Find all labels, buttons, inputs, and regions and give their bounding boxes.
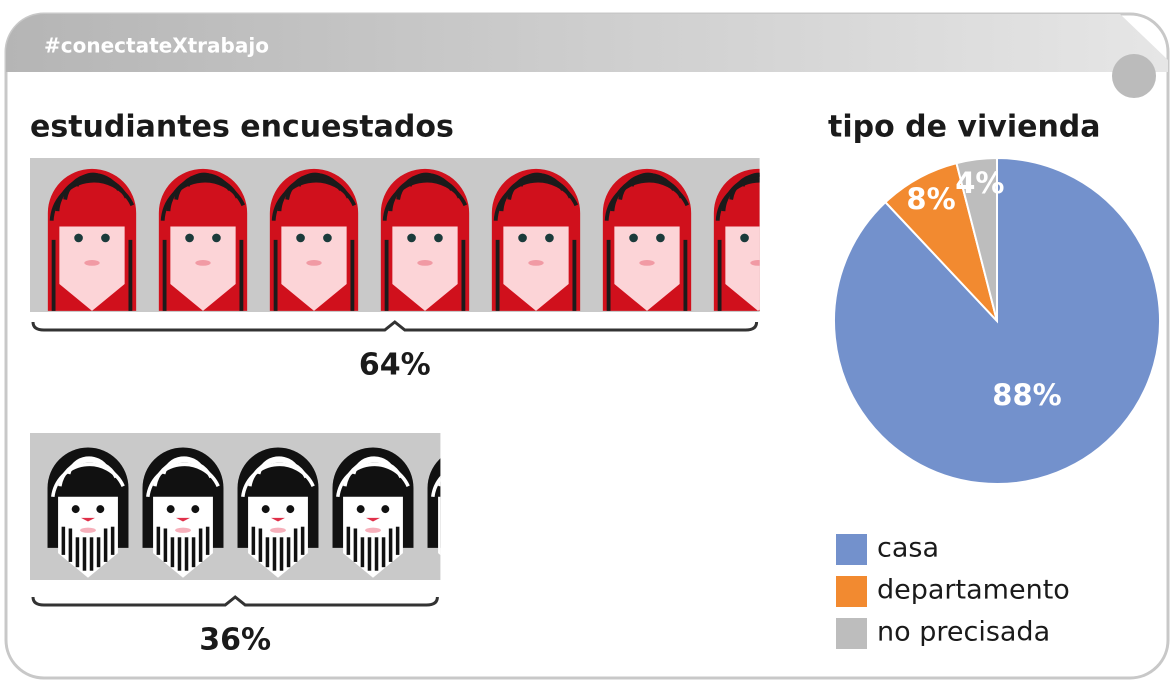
chart-title: tipo de vivienda [828, 110, 1101, 145]
person-icon [45, 166, 139, 312]
person-icon [267, 166, 361, 312]
chart-title: estudiantes encuestados [30, 110, 454, 145]
slice-label: 4% [955, 166, 1004, 200]
value-label: 64% [359, 348, 431, 383]
pie-slice [955, 156, 998, 322]
value-label: 36% [199, 623, 271, 658]
person-icon [600, 166, 694, 312]
person-icon [156, 166, 250, 312]
person-icon [489, 166, 583, 312]
legend-label: no precisada [877, 617, 1050, 648]
header-tag: #conectateXtrabajo [44, 34, 269, 58]
legend-label: casa [877, 533, 939, 564]
logo [1112, 54, 1156, 98]
legend-swatch [836, 534, 867, 565]
slice-label: 8% [906, 182, 955, 216]
slice-label: 88% [992, 378, 1061, 412]
person-icon [378, 166, 472, 312]
legend-swatch [836, 576, 867, 607]
brace [31, 320, 759, 332]
legend-label: departamento [877, 575, 1070, 606]
header-bar [6, 14, 1168, 72]
brace [31, 595, 439, 607]
legend-swatch [836, 618, 867, 649]
